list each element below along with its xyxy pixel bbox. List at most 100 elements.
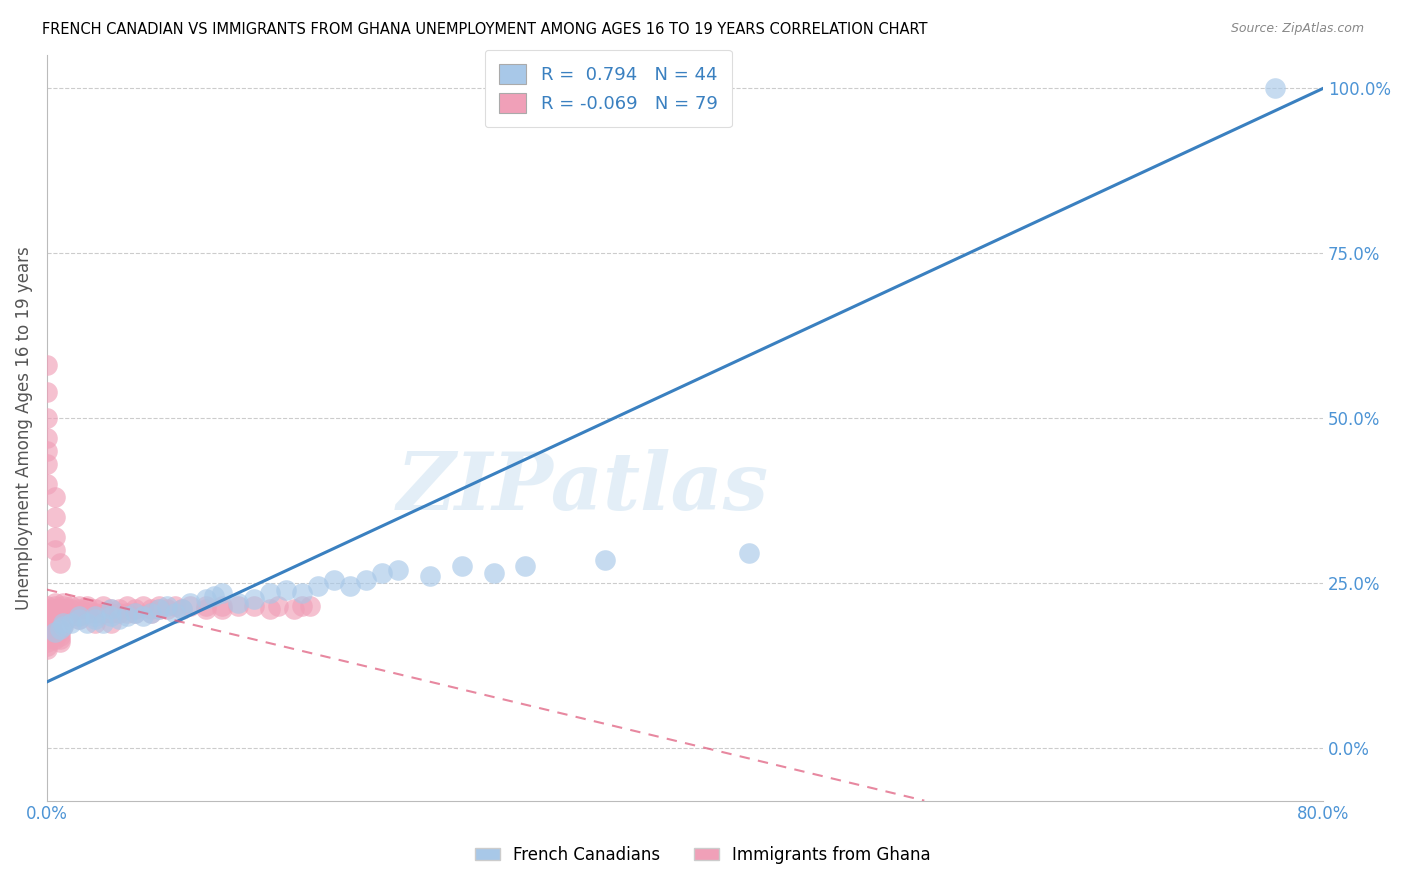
Point [124,606,146,620]
Point [52,619,75,633]
Point [354,573,377,587]
Point [76,606,98,620]
Point [267,599,290,613]
Point [323,573,346,587]
Point [228,596,250,610]
Point [55,602,77,616]
Point [35,609,58,624]
Point [450,559,472,574]
Point [299,599,322,613]
Point [276,582,298,597]
Point [155,602,177,616]
Point [35,431,58,445]
Point [148,602,170,616]
Point [211,586,233,600]
Point [387,563,409,577]
Point [52,599,75,613]
Point [91,599,114,613]
Point [35,635,58,649]
Point [48,635,70,649]
Point [115,599,138,613]
Point [55,609,77,624]
Point [44,612,66,626]
Point [48,625,70,640]
Point [48,556,70,570]
Point [83,602,105,616]
Y-axis label: Unemployment Among Ages 16 to 19 years: Unemployment Among Ages 16 to 19 years [15,246,32,610]
Point [48,622,70,636]
Point [107,602,129,616]
Point [59,602,82,616]
Point [738,546,761,560]
Point [115,606,138,620]
Text: FRENCH CANADIAN VS IMMIGRANTS FROM GHANA UNEMPLOYMENT AMONG AGES 16 TO 19 YEARS : FRENCH CANADIAN VS IMMIGRANTS FROM GHANA… [42,22,928,37]
Point [44,543,66,558]
Point [131,609,153,624]
Point [100,602,122,616]
Point [59,609,82,624]
Point [139,602,162,616]
Point [35,625,58,640]
Point [67,602,90,616]
Point [155,599,177,613]
Point [44,625,66,640]
Point [91,615,114,630]
Point [100,609,122,624]
Point [100,602,122,616]
Point [515,559,537,574]
Point [52,606,75,620]
Point [44,490,66,504]
Point [44,510,66,524]
Point [124,602,146,616]
Point [419,569,441,583]
Point [172,602,194,616]
Point [148,602,170,616]
Point [44,625,66,640]
Point [35,599,58,613]
Point [44,602,66,616]
Point [107,612,129,626]
Point [44,530,66,544]
Point [35,622,58,636]
Point [52,615,75,630]
Point [195,602,218,616]
Point [243,599,266,613]
Point [48,632,70,646]
Point [259,602,281,616]
Point [67,612,90,626]
Point [139,606,162,620]
Point [195,592,218,607]
Point [48,629,70,643]
Point [163,606,186,620]
Legend: R =  0.794   N = 44, R = -0.069   N = 79: R = 0.794 N = 44, R = -0.069 N = 79 [485,50,733,128]
Point [35,606,58,620]
Point [107,606,129,620]
Point [35,359,58,373]
Point [83,606,105,620]
Point [131,599,153,613]
Point [35,615,58,630]
Point [259,586,281,600]
Point [115,609,138,624]
Point [35,457,58,471]
Point [35,411,58,425]
Point [52,602,75,616]
Point [307,579,329,593]
Point [195,599,218,613]
Point [228,599,250,613]
Point [291,599,314,613]
Point [52,619,75,633]
Point [202,589,225,603]
Point [52,609,75,624]
Point [83,615,105,630]
Point [172,602,194,616]
Point [83,609,105,624]
Point [371,566,394,580]
Point [35,384,58,399]
Point [67,599,90,613]
Point [211,602,233,616]
Point [59,606,82,620]
Point [35,602,58,616]
Point [52,615,75,630]
Point [100,606,122,620]
